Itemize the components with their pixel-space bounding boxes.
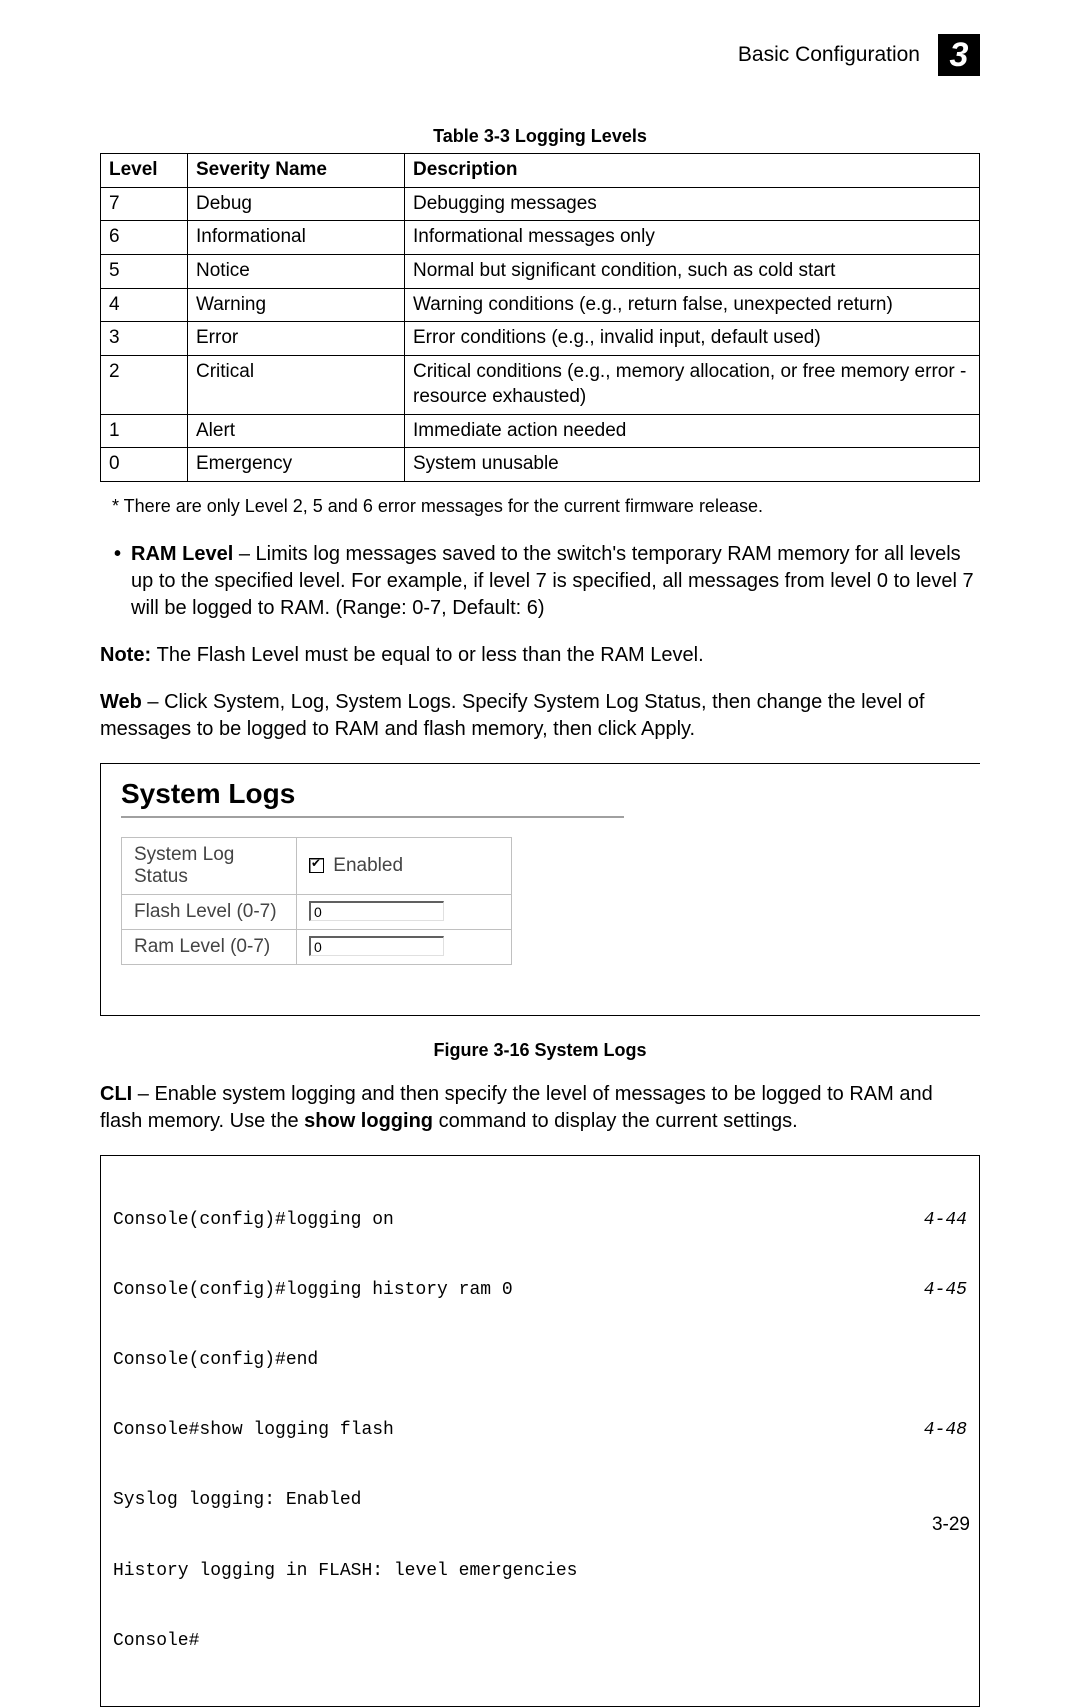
cli-paragraph: CLI – Enable system logging and then spe… (100, 1081, 980, 1135)
cli-ref: 4-44 (924, 1209, 967, 1232)
screenshot-title: System Logs (121, 778, 960, 810)
cli-ref: 4-45 (924, 1279, 967, 1302)
cli-line: Console(config)#logging history ram 0 4-4… (113, 1279, 967, 1302)
cli-ref: 4-48 (924, 1419, 967, 1442)
cell-description: Informational messages only (405, 221, 980, 255)
table-caption: Table 3-3 Logging Levels (100, 126, 980, 147)
page-number: 3-29 (932, 1514, 970, 1536)
system-logs-form: System Log Status Enabled Flash Level (0… (121, 837, 512, 965)
ram-cell (297, 929, 512, 964)
form-row-status: System Log Status Enabled (122, 837, 512, 894)
form-row-ram: Ram Level (0-7) (122, 929, 512, 964)
header-title: Basic Configuration (738, 43, 920, 67)
flash-cell (297, 894, 512, 929)
cell-description: Critical conditions (e.g., memory alloca… (405, 356, 980, 414)
page: Basic Configuration 3 Table 3-3 Logging … (0, 0, 1080, 1570)
cli-line: History logging in FLASH: level emergenc… (113, 1560, 967, 1583)
flash-level-input[interactable] (309, 901, 444, 921)
table-row: 6 Informational Informational messages o… (101, 221, 980, 255)
table-row: 4 Warning Warning conditions (e.g., retu… (101, 288, 980, 322)
status-enabled-label: Enabled (333, 855, 403, 876)
cell-severity: Emergency (188, 448, 405, 482)
cli-line: Console# (113, 1630, 967, 1653)
bullet-icon: • (114, 541, 121, 622)
cell-severity: Informational (188, 221, 405, 255)
col-header-description: Description (405, 154, 980, 188)
form-row-flash: Flash Level (0-7) (122, 894, 512, 929)
cell-description: Debugging messages (405, 187, 980, 221)
table-row: 0 Emergency System unusable (101, 448, 980, 482)
cell-severity: Debug (188, 187, 405, 221)
table-row: 2 Critical Critical conditions (e.g., me… (101, 356, 980, 414)
cli-text: Console(config)#logging on (113, 1209, 394, 1232)
cli-line: Console(config)#end (113, 1349, 967, 1372)
ram-level-paragraph: • RAM Level – Limits log messages saved … (100, 541, 980, 622)
ram-label: Ram Level (0-7) (122, 929, 297, 964)
cell-level: 5 (101, 255, 188, 289)
cli-output-box: Console(config)#logging on 4-44 Console(c… (100, 1155, 980, 1707)
divider (121, 816, 624, 819)
cell-level: 0 (101, 448, 188, 482)
cell-severity: Notice (188, 255, 405, 289)
cell-level: 4 (101, 288, 188, 322)
web-lead: Web (100, 691, 142, 713)
table-row: 5 Notice Normal but significant conditio… (101, 255, 980, 289)
cell-description: Immediate action needed (405, 414, 980, 448)
cli-lead: CLI (100, 1083, 132, 1105)
cell-level: 3 (101, 322, 188, 356)
cli-text: Console# (113, 1630, 199, 1653)
col-header-severity: Severity Name (188, 154, 405, 188)
cell-level: 6 (101, 221, 188, 255)
ram-level-lead: RAM Level (131, 543, 233, 565)
cell-description: Warning conditions (e.g., return false, … (405, 288, 980, 322)
cli-command: show logging (304, 1110, 433, 1132)
col-header-level: Level (101, 154, 188, 188)
cli-text: History logging in FLASH: level emergenc… (113, 1560, 577, 1583)
table-header-row: Level Severity Name Description (101, 154, 980, 188)
cli-text: Console(config)#end (113, 1349, 318, 1372)
status-label: System Log Status (122, 837, 297, 894)
note-text: The Flash Level must be equal to or less… (157, 644, 704, 666)
cli-line: Syslog logging: Enabled (113, 1489, 967, 1512)
cell-description: System unusable (405, 448, 980, 482)
system-logs-screenshot: System Logs System Log Status Enabled Fl… (100, 763, 980, 1016)
page-header: Basic Configuration 3 (100, 34, 980, 76)
cell-level: 7 (101, 187, 188, 221)
cell-description: Normal but significant condition, such a… (405, 255, 980, 289)
ram-level-text: – Limits log messages saved to the switc… (131, 543, 974, 619)
chapter-badge: 3 (938, 34, 980, 76)
note-lead: Note: (100, 644, 157, 666)
cell-level: 1 (101, 414, 188, 448)
cell-description: Error conditions (e.g., invalid input, d… (405, 322, 980, 356)
table-row: 7 Debug Debugging messages (101, 187, 980, 221)
cli-text-2: command to display the current settings. (433, 1110, 798, 1132)
web-paragraph: Web – Click System, Log, System Logs. Sp… (100, 689, 980, 743)
figure-caption: Figure 3-16 System Logs (100, 1040, 980, 1061)
table-row: 3 Error Error conditions (e.g., invalid … (101, 322, 980, 356)
cli-line: Console#show logging flash 4-48 (113, 1419, 967, 1442)
cli-text: Console#show logging flash (113, 1419, 394, 1442)
cli-line: Console(config)#logging on 4-44 (113, 1209, 967, 1232)
cell-severity: Alert (188, 414, 405, 448)
logging-levels-table: Level Severity Name Description 7 Debug … (100, 153, 980, 482)
cell-severity: Critical (188, 356, 405, 414)
cell-severity: Error (188, 322, 405, 356)
ram-level-input[interactable] (309, 936, 444, 956)
table-row: 1 Alert Immediate action needed (101, 414, 980, 448)
status-cell: Enabled (297, 837, 512, 894)
flash-label: Flash Level (0-7) (122, 894, 297, 929)
web-text: – Click System, Log, System Logs. Specif… (100, 691, 924, 740)
cell-severity: Warning (188, 288, 405, 322)
cli-text: Syslog logging: Enabled (113, 1489, 361, 1512)
note-paragraph: Note: The Flash Level must be equal to o… (100, 642, 980, 669)
cell-level: 2 (101, 356, 188, 414)
status-checkbox[interactable] (309, 858, 324, 873)
table-footnote: * There are only Level 2, 5 and 6 error … (112, 496, 980, 517)
cli-text: Console(config)#logging history ram 0 (113, 1279, 513, 1302)
